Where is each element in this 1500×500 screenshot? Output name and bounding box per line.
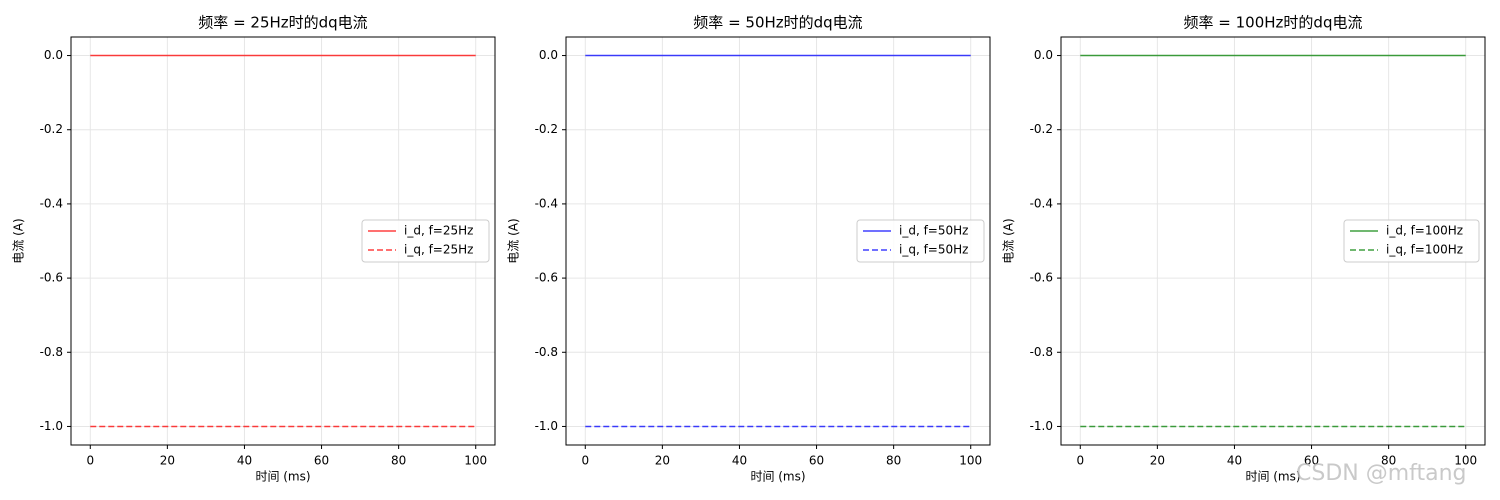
y-tick-label: 0.0 [44, 48, 63, 62]
x-tick-label: 0 [1076, 454, 1084, 468]
x-tick-label: 20 [1150, 454, 1165, 468]
y-axis-label: 电流 (A) [1002, 218, 1016, 263]
y-tick-label: -1.0 [535, 419, 558, 433]
x-tick-label: 80 [1381, 454, 1396, 468]
x-tick-label: 100 [959, 454, 982, 468]
x-tick-label: 0 [86, 454, 94, 468]
x-tick-label: 60 [314, 454, 329, 468]
x-tick-label: 100 [1454, 454, 1477, 468]
legend: i_d, f=100Hz i_q, f=100Hz [1343, 219, 1480, 263]
plot-frame [70, 36, 496, 446]
y-tick-label: 0.0 [539, 48, 558, 62]
y-axis-label: 电流 (A) [507, 218, 521, 263]
y-tick-label: -0.6 [535, 271, 558, 285]
x-tick-label: 40 [1227, 454, 1242, 468]
legend: i_d, f=50Hz i_q, f=50Hz [856, 219, 985, 263]
x-tick-label: 40 [732, 454, 747, 468]
y-tick-label: -1.0 [1030, 419, 1053, 433]
y-axis-label: 电流 (A) [12, 218, 26, 263]
y-tick-label: -0.4 [1030, 196, 1053, 210]
chart-title: 频率 = 100Hz时的dq电流 [1184, 14, 1363, 32]
legend-label: i_q, f=50Hz [899, 243, 968, 257]
x-tick-label: 60 [809, 454, 824, 468]
x-tick-label: 40 [237, 454, 252, 468]
y-tick-label: -0.4 [40, 196, 63, 210]
y-tick-label: -0.8 [535, 345, 558, 359]
chart-panel: 0 20 40 60 80 100 0.0 -0.2 -0.4 -0.6 -0.8 -1.0 频率 = … [1002, 14, 1486, 484]
y-tick-label: -1.0 [40, 419, 63, 433]
y-tick-label: -0.4 [535, 196, 558, 210]
y-tick-label: 0.0 [1034, 48, 1053, 62]
chart-title: 频率 = 50Hz时的dq电流 [693, 14, 862, 32]
chart-title: 频率 = 25Hz时的dq电流 [198, 14, 367, 32]
y-tick-label: -0.2 [40, 122, 63, 136]
y-tick-label: -0.6 [1030, 271, 1053, 285]
y-tick-label: -0.6 [40, 271, 63, 285]
x-tick-label: 60 [1304, 454, 1319, 468]
x-axis-label: 时间 (ms) [1245, 470, 1300, 484]
plot-frame [1060, 36, 1486, 446]
legend-label: i_d, f=25Hz [404, 224, 473, 238]
x-axis-label: 时间 (ms) [255, 470, 310, 484]
y-tick-label: -0.2 [535, 122, 558, 136]
y-tick-label: -0.2 [1030, 122, 1053, 136]
y-tick-label: -0.8 [40, 345, 63, 359]
x-tick-label: 20 [160, 454, 175, 468]
watermark: CSDN @mftang [1296, 461, 1467, 486]
x-tick-label: 80 [391, 454, 406, 468]
x-tick-label: 100 [464, 454, 487, 468]
chart-panel: 0 20 40 60 80 100 0.0 -0.2 -0.4 -0.6 -0.8 -1.0 频率 = … [12, 14, 496, 484]
x-tick-label: 0 [581, 454, 589, 468]
legend-label: i_q, f=100Hz [1386, 243, 1463, 257]
y-tick-label: -0.8 [1030, 345, 1053, 359]
x-tick-label: 20 [655, 454, 670, 468]
chart-panel: 0 20 40 60 80 100 0.0 -0.2 -0.4 -0.6 -0.8 -1.0 频率 = … [507, 14, 991, 484]
legend-label: i_d, f=50Hz [899, 224, 968, 238]
legend-label: i_q, f=25Hz [404, 243, 473, 257]
x-tick-label: 80 [886, 454, 901, 468]
x-axis-label: 时间 (ms) [750, 470, 805, 484]
legend: i_d, f=25Hz i_q, f=25Hz [361, 219, 490, 263]
plot-frame [565, 36, 991, 446]
legend-label: i_d, f=100Hz [1386, 224, 1463, 238]
